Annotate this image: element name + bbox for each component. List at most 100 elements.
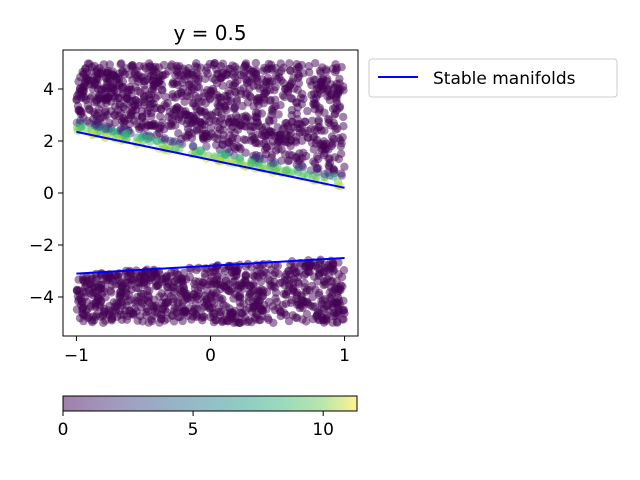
data-point [334,258,343,267]
data-point [320,108,329,118]
y-tick-label: 0 [43,184,54,204]
data-point [297,136,307,145]
scatter-points [72,58,349,328]
data-point [257,109,266,118]
data-point [213,134,222,144]
data-point [173,297,182,306]
data-point [106,107,116,116]
data-point [210,59,220,68]
data-point [202,142,211,151]
data-point [196,63,205,72]
data-point [122,94,132,104]
data-point [78,310,88,319]
data-point [107,288,116,297]
data-point [102,276,111,285]
data-point [254,100,263,110]
data-point [250,272,259,281]
data-point [252,295,261,304]
data-point [131,83,140,92]
data-point [267,150,277,160]
data-point [225,287,234,296]
data-point [285,59,294,68]
data-point [307,281,317,291]
data-point [302,309,312,319]
data-point [261,81,271,90]
data-point [91,80,100,89]
data-point [102,81,111,90]
data-point [247,158,256,167]
data-point [294,156,303,165]
data-point [133,133,142,142]
data-point [198,132,207,141]
data-point [302,317,311,326]
data-point [275,279,284,288]
data-point [339,112,348,122]
data-point [281,166,290,175]
data-point [215,307,224,316]
data-point [279,289,289,299]
data-point [312,172,321,182]
data-point [144,293,153,302]
data-point [288,285,297,294]
data-point [269,318,278,327]
data-point [303,106,312,116]
data-point [329,299,338,308]
data-point [328,318,337,327]
data-point [147,121,156,130]
data-point [319,277,329,286]
data-point [299,69,308,78]
data-point [231,314,240,324]
data-point [309,95,319,104]
data-point [173,304,182,314]
data-point [329,265,339,274]
data-point [337,169,346,178]
data-point [276,59,285,68]
data-point [310,302,319,311]
data-point [243,64,252,73]
data-point [324,154,333,164]
data-point [190,279,199,289]
colorbar-tick-label: 0 [58,420,69,440]
data-point [189,142,198,151]
data-point [179,71,188,81]
data-point [92,269,101,279]
data-point [155,318,164,327]
data-point [139,91,149,101]
data-point [131,283,141,293]
data-point [94,108,103,118]
colorbar-tick-label: 5 [188,420,199,440]
data-point [163,297,173,307]
data-point [310,125,320,134]
data-point [336,85,345,95]
data-point [250,122,259,132]
data-point [128,106,138,115]
data-point [137,120,147,130]
data-point [334,154,343,164]
chart-title: y = 0.5 [173,21,246,45]
data-point [336,142,345,151]
data-point [143,286,152,295]
data-point [206,123,216,133]
data-point [132,307,141,316]
data-point [154,63,164,72]
data-point [261,131,270,141]
data-point [241,271,250,280]
data-point [263,73,273,83]
data-point [158,274,167,284]
data-point [198,278,207,287]
data-point [301,262,310,271]
data-point [219,125,228,134]
data-point [301,151,311,161]
data-point [134,98,143,107]
data-point [286,260,295,269]
data-point [327,80,336,89]
data-point [199,312,209,322]
data-point [174,278,183,288]
data-point [130,116,139,125]
data-point [281,150,290,159]
data-point [287,111,296,120]
data-point [75,84,85,94]
data-point [281,119,290,128]
colorbar: 0 5 10 [58,395,358,440]
data-point [125,70,134,79]
